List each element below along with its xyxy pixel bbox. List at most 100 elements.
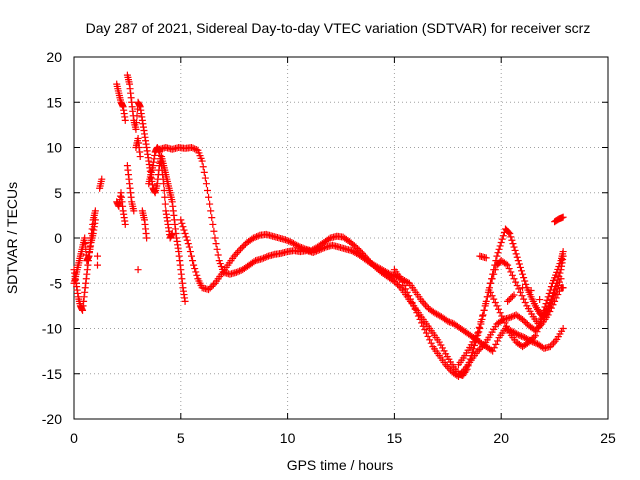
data-point — [198, 157, 206, 165]
y-tick-label: -5 — [50, 275, 63, 291]
data-point — [411, 305, 419, 313]
data-point — [370, 261, 378, 269]
series-track-a — [70, 175, 106, 314]
data-point — [438, 344, 446, 352]
data-point — [352, 243, 360, 251]
data-point — [546, 343, 554, 351]
data-point — [514, 331, 522, 339]
data-point — [513, 253, 521, 261]
data-point — [520, 274, 528, 282]
data-point — [475, 346, 483, 354]
data-point — [204, 186, 211, 194]
data-point — [519, 284, 527, 292]
data-point — [251, 233, 259, 241]
data-point — [482, 300, 490, 308]
data-point — [539, 312, 547, 320]
data-point — [471, 341, 478, 349]
data-point — [494, 249, 502, 257]
data-point — [493, 252, 501, 260]
x-tick-labels: 0 5 10 15 20 25 — [70, 430, 616, 446]
data-point — [521, 298, 529, 306]
series-track-b — [70, 216, 101, 287]
data-point — [91, 207, 99, 215]
data-point — [283, 236, 291, 244]
data-point — [217, 263, 225, 271]
data-point — [472, 332, 480, 340]
data-point — [168, 229, 176, 237]
data-point — [556, 269, 564, 277]
data-point — [498, 235, 506, 243]
data-point — [487, 279, 495, 287]
data-point — [233, 248, 241, 256]
data-point — [552, 285, 560, 293]
data-point — [492, 340, 500, 348]
data-point — [479, 342, 487, 350]
data-point — [510, 291, 518, 299]
data-point — [536, 296, 544, 304]
data-point — [505, 265, 513, 273]
data-point — [208, 282, 216, 290]
data-point — [507, 268, 515, 276]
data-point — [516, 263, 524, 271]
data-point — [296, 243, 304, 251]
data-point — [499, 315, 507, 323]
data-point — [498, 312, 506, 320]
data-point — [354, 245, 362, 253]
series-track-i — [487, 275, 565, 351]
data-point — [91, 216, 99, 224]
data-point — [559, 284, 567, 292]
data-point — [495, 245, 503, 253]
y-tick-label: -20 — [42, 411, 62, 427]
data-point — [294, 242, 302, 250]
data-point — [501, 319, 509, 327]
data-point — [515, 260, 523, 268]
data-point — [366, 258, 374, 266]
data-point — [293, 241, 301, 249]
data-point — [488, 275, 496, 283]
data-point — [509, 240, 517, 248]
data-point — [286, 238, 294, 246]
data-point — [510, 243, 518, 251]
data-point — [160, 186, 168, 194]
data-point — [503, 322, 511, 330]
data-point — [447, 319, 455, 327]
data-point — [400, 282, 408, 290]
data-point — [527, 336, 535, 344]
data-point — [121, 116, 129, 124]
data-point — [121, 220, 129, 228]
data-point — [189, 144, 197, 152]
data-point — [504, 297, 512, 305]
data-point — [212, 240, 220, 248]
y-tick-label: 0 — [54, 230, 62, 246]
data-point — [507, 294, 515, 302]
data-point — [192, 268, 200, 276]
data-point — [235, 247, 243, 255]
data-point — [178, 219, 186, 227]
data-point — [469, 345, 477, 353]
data-point — [556, 260, 564, 268]
series-track-d — [113, 134, 176, 274]
data-point — [488, 292, 496, 300]
data-point — [471, 335, 478, 343]
data-point — [254, 232, 262, 240]
data-point — [93, 261, 101, 269]
data-point — [350, 242, 358, 250]
data-point — [253, 233, 261, 241]
data-point — [285, 237, 293, 245]
data-point — [406, 295, 414, 303]
data-point — [544, 305, 552, 313]
data-point — [516, 288, 524, 296]
data-point — [263, 253, 271, 261]
data-point — [496, 242, 504, 250]
data-point — [507, 313, 515, 321]
data-point — [422, 329, 430, 337]
data-point — [528, 335, 536, 343]
data-point — [161, 200, 169, 208]
data-point — [477, 318, 485, 326]
data-point — [418, 319, 426, 327]
data-point — [487, 288, 495, 296]
data-point — [557, 275, 565, 283]
data-point — [522, 280, 530, 288]
data-point — [506, 229, 514, 237]
